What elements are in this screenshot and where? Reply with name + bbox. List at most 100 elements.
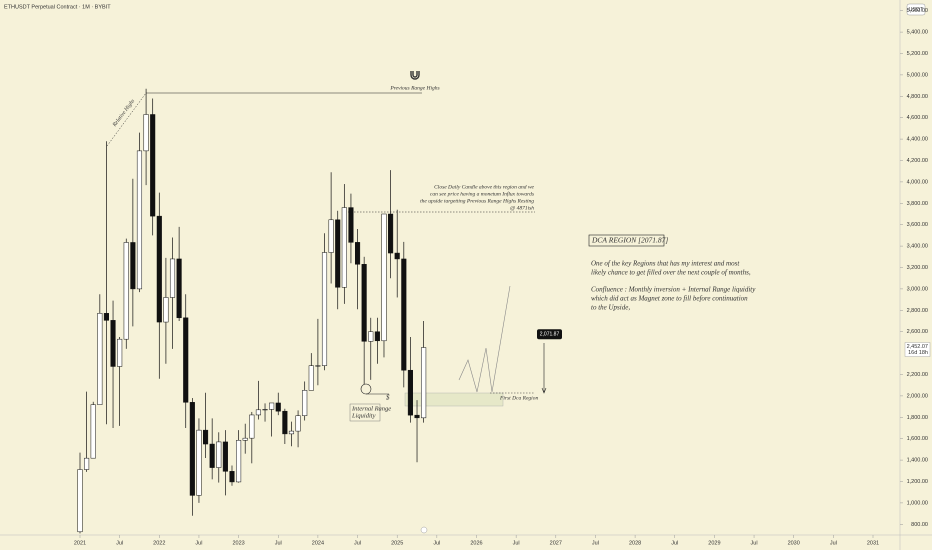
candle-body	[110, 320, 116, 367]
candle-body	[414, 414, 420, 419]
candle-body	[150, 114, 156, 217]
candle-body	[130, 242, 136, 290]
x-tick-label: 2030	[788, 540, 800, 546]
x-tick-label: Jul	[116, 540, 123, 546]
y-tick-label: 5,000.00	[907, 72, 928, 78]
candle-body	[302, 390, 308, 416]
note-line: can see price having a monetum Influx to…	[430, 190, 534, 197]
candle-body	[103, 313, 109, 321]
candle-body	[183, 317, 189, 403]
candle-body	[176, 258, 182, 319]
candle-body	[156, 215, 162, 323]
candle-body	[407, 369, 413, 416]
x-tick-label: 2031	[867, 540, 879, 546]
candle-body	[123, 242, 129, 340]
candle-body	[269, 402, 275, 410]
y-tick-label: 1,000.00	[907, 500, 928, 506]
x-tick-label: 2027	[550, 540, 562, 546]
price-tag-box	[904, 342, 931, 357]
note-line: the upside targetting Previous Range Hig…	[420, 198, 534, 204]
y-tick-label: 4,200.00	[907, 158, 928, 164]
x-tick-label: 2021	[74, 540, 86, 546]
candle-body	[368, 331, 374, 342]
candle-body	[236, 440, 242, 483]
relative-highs-line	[106, 92, 147, 147]
y-tick-label: 5,600.00	[907, 8, 928, 14]
y-tick-label: 2,800.00	[907, 308, 928, 314]
x-tick-label: Jul	[195, 540, 202, 546]
liquidity-box	[349, 403, 381, 422]
candle-body	[335, 219, 341, 288]
chart-title: ETHUSDT Perpetual Contract · 1M · BYBIT	[4, 4, 111, 10]
candle-body	[97, 313, 103, 405]
candle-body	[295, 415, 301, 432]
candle-body	[394, 252, 400, 260]
candle-body	[203, 429, 209, 445]
x-tick-label: Jul	[671, 540, 678, 546]
y-tick-label: 800.00	[911, 522, 928, 528]
candle-body	[229, 471, 235, 483]
dca-tag-box	[537, 329, 562, 340]
dca-text: One of the key Regions that has my inter…	[591, 260, 740, 268]
liquidity-label: Liquidity	[351, 412, 376, 419]
candle-body	[77, 469, 83, 533]
note-line: @ 4871ish	[510, 204, 534, 211]
x-tick-label: 2026	[470, 540, 482, 546]
x-tick-label: 2029	[708, 540, 720, 546]
dca-title-box	[588, 234, 665, 247]
confluence-text: which did act as Magnet zone to fill bef…	[591, 295, 748, 303]
currency: USDT	[909, 7, 925, 13]
y-tick-label: 1,400.00	[907, 458, 928, 464]
x-tick-label: 2023	[232, 540, 244, 546]
candle-body	[117, 338, 123, 367]
y-tick-label: 4,800.00	[907, 94, 928, 100]
candle-body	[388, 213, 394, 254]
x-tick-label: Jul	[830, 540, 837, 546]
candle-body	[189, 402, 195, 496]
y-tick-label: 3,800.00	[907, 201, 928, 207]
y-tick-label: 2,200.00	[907, 372, 928, 378]
projection-path	[458, 285, 511, 393]
y-tick-label: 4,000.00	[907, 179, 928, 185]
candle-body	[341, 207, 347, 288]
candle-body	[163, 297, 169, 323]
candle-body	[169, 258, 176, 298]
candle-body	[321, 252, 328, 366]
note-line: Close Daily Candle above this region and…	[434, 184, 534, 190]
candle-body	[374, 331, 380, 342]
candle-body	[355, 242, 361, 265]
dca-arrow	[541, 343, 547, 394]
x-tick-label: 2028	[629, 540, 641, 546]
candle-body	[328, 219, 334, 253]
event-icon[interactable]	[420, 526, 428, 534]
y-tick-label: 4,600.00	[907, 115, 928, 121]
confluence-text: Confluence : Monthly inversion + Interna…	[591, 286, 756, 294]
liquidity-label: Internal Range	[351, 405, 391, 412]
candle-body	[216, 441, 222, 468]
candle-body	[255, 409, 261, 416]
y-tick-label: 2,000.00	[907, 393, 928, 399]
y-tick-label: 5,400.00	[907, 30, 928, 36]
candle-body	[90, 404, 96, 459]
candle-body	[262, 409, 268, 411]
x-tick-label: Jul	[354, 540, 361, 546]
x-tick-label: Jul	[513, 540, 520, 546]
candle-body	[275, 402, 281, 412]
x-tick-label: 2024	[312, 540, 324, 546]
x-tick-label: Jul	[592, 540, 599, 546]
x-tick-label: 2025	[391, 540, 403, 546]
dca-zone	[404, 392, 504, 407]
candle-body	[222, 441, 228, 472]
candle-body	[196, 429, 202, 496]
candle-body	[242, 437, 248, 441]
candle-body	[381, 213, 387, 342]
y-tick-label: 3,200.00	[907, 265, 928, 271]
candle-body	[421, 347, 427, 419]
y-tick-label: 3,400.00	[907, 244, 928, 250]
x-tick-label: Jul	[275, 540, 282, 546]
candle-body	[143, 114, 149, 152]
candle-body	[282, 410, 288, 435]
candle-body	[209, 443, 215, 468]
